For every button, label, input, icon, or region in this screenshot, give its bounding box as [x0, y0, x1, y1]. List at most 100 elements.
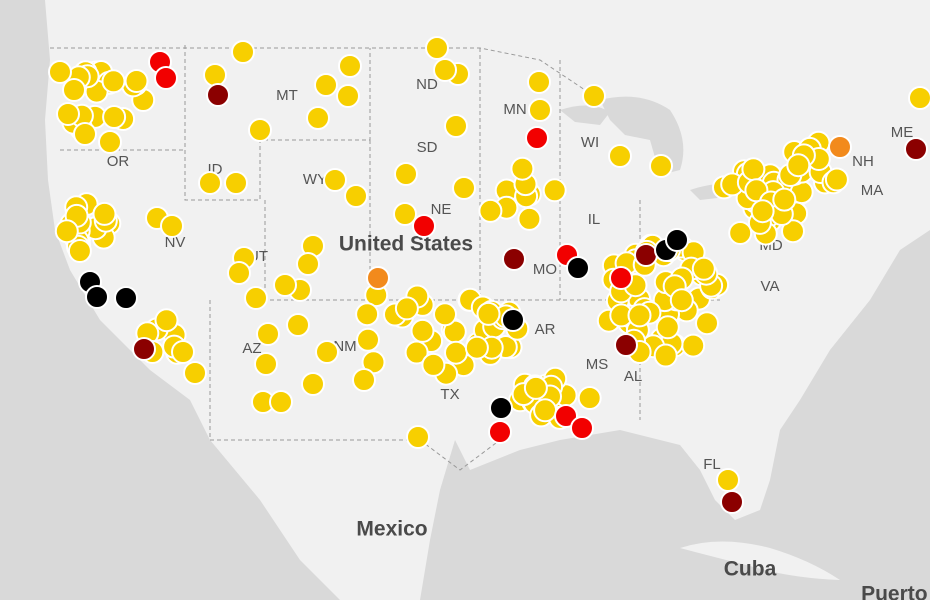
location-marker: [254, 352, 278, 376]
location-marker: [582, 84, 606, 108]
location-marker: [444, 340, 468, 365]
location-marker: [750, 199, 775, 224]
location-marker: [533, 398, 558, 423]
location-marker: [695, 311, 719, 336]
location-marker: [352, 368, 376, 392]
location-marker: [570, 416, 594, 440]
location-marker: [554, 404, 578, 428]
location-marker: [404, 340, 429, 365]
location-marker: [48, 60, 72, 84]
location-marker: [421, 352, 446, 377]
location-marker: [102, 105, 127, 129]
location-marker: [92, 201, 117, 226]
location-marker: [772, 187, 797, 212]
location-marker: [433, 58, 457, 82]
location-marker: [627, 303, 652, 328]
location-marker: [67, 239, 92, 263]
location-marker: [183, 361, 207, 385]
location-marker: [433, 302, 457, 327]
state-label: WY: [303, 171, 327, 188]
location-marker: [356, 327, 380, 352]
location-marker: [525, 126, 549, 150]
location-marker: [904, 137, 928, 161]
location-marker: [649, 154, 673, 178]
location-marker: [669, 288, 694, 313]
location-marker: [355, 302, 380, 327]
location-marker: [410, 318, 435, 343]
cuba-land: [680, 541, 840, 580]
state-label: NM: [333, 338, 356, 355]
country-label: Mexico: [356, 518, 427, 541]
location-marker: [476, 301, 501, 326]
state-label: ND: [416, 76, 438, 93]
location-marker: [728, 221, 753, 245]
location-marker: [101, 69, 126, 94]
location-marker: [614, 333, 638, 357]
location-marker: [336, 84, 360, 108]
location-marker: [691, 256, 716, 281]
location-marker: [301, 372, 325, 396]
location-marker: [206, 83, 230, 107]
state-label: FL: [703, 456, 721, 473]
location-marker: [306, 106, 330, 130]
location-marker: [154, 308, 179, 333]
location-marker: [681, 333, 706, 358]
location-marker: [315, 340, 339, 364]
location-marker: [124, 69, 149, 93]
location-marker: [741, 157, 766, 182]
state-label: NH: [852, 153, 874, 170]
location-marker: [609, 266, 633, 290]
location-marker: [655, 315, 680, 340]
state-label: MT: [276, 87, 298, 104]
border: [419, 439, 501, 471]
location-marker: [665, 228, 689, 252]
gulf-atlantic: [420, 230, 930, 600]
location-marker: [444, 114, 468, 138]
location-marker: [256, 322, 280, 346]
state-label: NE: [431, 201, 452, 218]
location-marker: [566, 256, 590, 280]
location-marker: [653, 343, 678, 368]
state-label: IL: [588, 211, 601, 228]
state-label: TX: [440, 386, 459, 403]
location-marker: [344, 184, 368, 208]
location-marker: [786, 153, 811, 178]
location-marker: [908, 86, 930, 110]
location-marker: [464, 335, 489, 360]
location-marker: [542, 178, 567, 203]
location-marker: [132, 337, 156, 361]
location-marker: [608, 144, 632, 168]
location-marker: [114, 286, 138, 310]
location-marker: [231, 40, 255, 64]
state-label: MS: [586, 356, 609, 373]
location-marker: [489, 396, 513, 420]
location-marker: [406, 425, 430, 449]
location-marker: [338, 54, 362, 78]
location-marker: [510, 156, 535, 181]
state-label: WI: [581, 134, 599, 151]
location-marker: [366, 266, 390, 290]
location-marker: [716, 468, 740, 492]
location-marker: [227, 261, 251, 285]
country-label: Puerto Rico: [861, 583, 930, 600]
location-marker: [478, 198, 503, 223]
country-label: Cuba: [724, 558, 777, 581]
location-marker: [154, 66, 178, 90]
lake: [560, 105, 610, 125]
location-marker: [523, 375, 548, 400]
location-marker: [269, 390, 293, 414]
state-label: ME: [891, 124, 914, 141]
state-label: OR: [107, 153, 130, 170]
location-marker: [517, 206, 542, 231]
location-marker: [323, 168, 347, 192]
state-label: NV: [165, 234, 186, 251]
border: [50, 47, 601, 101]
location-marker: [286, 313, 310, 337]
location-marker: [85, 285, 109, 309]
location-marker: [56, 102, 80, 126]
location-marker: [781, 219, 805, 244]
location-marker: [73, 122, 97, 146]
location-marker: [273, 273, 297, 297]
location-marker: [528, 98, 552, 122]
